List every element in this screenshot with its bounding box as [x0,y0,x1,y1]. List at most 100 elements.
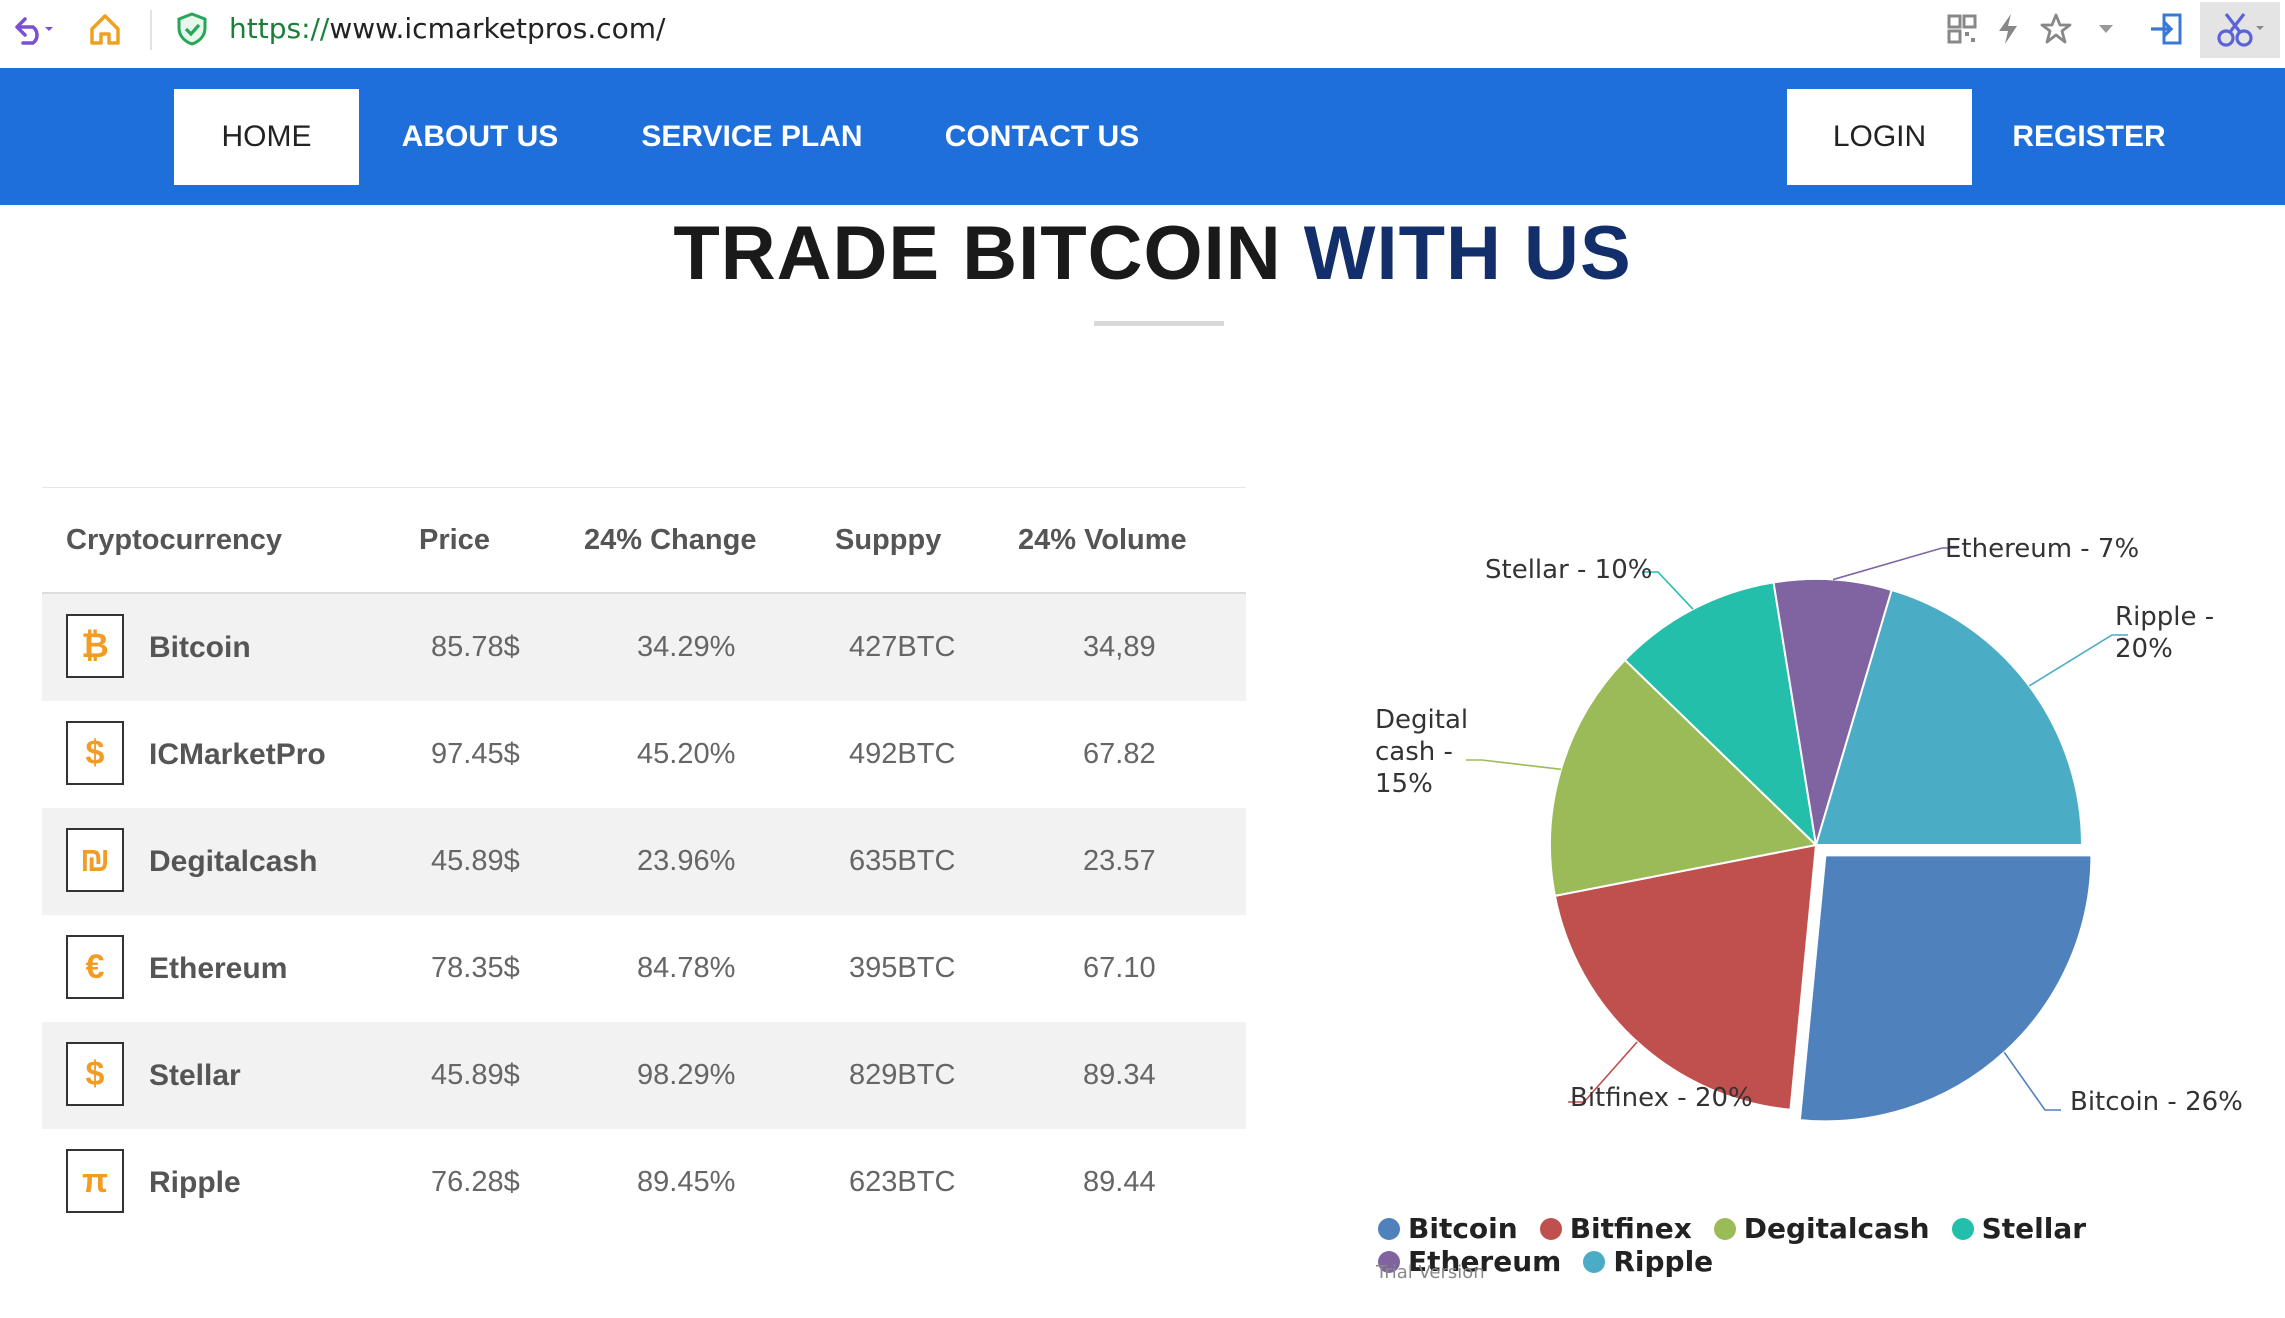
dropdown-arrow-icon[interactable] [2094,8,2118,50]
volume-cell: 89.44 [1083,1166,1156,1198]
leader-line-ripple [2028,634,2128,687]
price-cell: 76.28$ [431,1166,520,1198]
toolbar-divider [150,10,152,50]
legend-item-bitcoin[interactable]: Bitcoin [1378,1213,1518,1245]
url-scheme: https:// [229,12,330,45]
legend-swatch [1378,1251,1400,1273]
legend-label: Bitcoin [1408,1212,1518,1245]
coin-name: Stellar [149,1059,241,1092]
nav-about-us[interactable]: ABOUT US [401,120,559,153]
pie-slice-stellar[interactable] [1623,581,1818,848]
login-button[interactable]: LOGIN [1787,89,1972,185]
register-button[interactable]: REGISTER [2012,120,2166,153]
coin-name: ICMarketPro [149,738,326,771]
legend-label: Ethereum [1408,1245,1562,1278]
nav-contact-us[interactable]: CONTACT US [944,120,1140,153]
nav-service-plan[interactable]: SERVICE PLAN [641,120,863,153]
slice-label-ethereum: Ethereum - 7% [1945,534,2139,564]
home-icon[interactable] [84,8,126,50]
legend-swatch [1713,1218,1736,1240]
legend-label: Degitalcash [1743,1212,1930,1245]
table-row[interactable]: $ ICMarketPro 97.45$ 45.20% 492BTC 67.82 [42,701,1246,808]
table-row[interactable]: € Ethereum 78.35$ 84.78% 395BTC 67.10 [42,915,1246,1022]
header-volume: 24% Volume [1018,524,1187,556]
slice-label-ripple: Ripple -20% [2115,602,2214,664]
header-cryptocurrency: Cryptocurrency [66,524,282,556]
legend-swatch [1378,1218,1400,1240]
title-part-1: TRADE BITCOIN [673,211,1282,296]
legend-item-ripple[interactable]: Ripple [1583,1246,1713,1278]
legend-item-ethereum[interactable]: Ethereum [1378,1246,1561,1278]
leader-line-bitcoin [2003,1051,2061,1111]
coin-name: Ethereum [149,952,288,985]
change-cell: 34.29% [637,631,736,663]
page-title: TRADE BITCOIN WITH US [0,210,2285,297]
legend-item-degitalcash[interactable]: Degitalcash [1713,1212,1930,1245]
scissors-icon[interactable] [2200,2,2280,58]
url-domain: www.icmarketpros.com/ [329,12,666,45]
leader-line-bitfinex [1568,1041,1638,1103]
back-icon[interactable] [6,8,60,50]
change-cell: 98.29% [637,1059,736,1091]
slice-label-bitcoin: Bitcoin - 26% [2070,1087,2243,1117]
header-supply: Supppy [835,524,942,556]
slice-label-degitalcash: Degital cash -15% [1375,705,1468,799]
leader-line-degitalcash [1466,759,1562,771]
slice-label-stellar: Stellar - 10% [1485,555,1652,585]
price-cell: 97.45$ [431,738,520,770]
pie-slice-ethereum[interactable] [1772,578,1893,846]
price-cell: 78.35$ [431,952,520,984]
supply-cell: 492BTC [849,738,956,770]
change-cell: 23.96% [637,845,736,877]
volume-cell: 23.57 [1083,845,1156,877]
volume-cell: 34,89 [1083,631,1156,663]
change-cell: 45.20% [637,738,736,770]
slice-label-bitfinex: Bitfinex - 20% [1570,1083,1753,1113]
table-row[interactable]: $ Stellar 45.89$ 98.29% 829BTC 89.34 [42,1022,1246,1129]
volume-cell: 89.34 [1083,1059,1156,1091]
legend-item-stellar[interactable]: Stellar [1951,1212,2087,1245]
legend-label: Bitfinex [1569,1212,1692,1245]
table-row[interactable]: ₪ Degitalcash 45.89$ 23.96% 635BTC 23.57 [42,808,1246,915]
volume-cell: 67.82 [1083,738,1156,770]
nav-home[interactable]: HOME [174,89,359,185]
shekel-icon: ₪ [66,828,124,892]
pie-slice-bitcoin[interactable] [1798,854,2093,1123]
table-row[interactable]: ₿ Bitcoin 85.78$ 34.29% 427BTC 34,89 [42,594,1246,701]
table-header: Cryptocurrency Price 24% Change Supppy 2… [42,488,1246,594]
legend-label: Ripple [1613,1245,1714,1278]
header-change: 24% Change [584,524,757,556]
dollar-icon: $ [66,721,124,785]
legend-swatch [1951,1218,1974,1240]
legend-item-bitfinex[interactable]: Bitfinex [1539,1212,1692,1245]
qr-code-icon[interactable] [1944,8,1980,50]
secure-shield-icon[interactable] [172,8,212,50]
change-cell: 89.45% [637,1166,736,1198]
lightning-icon[interactable] [1990,8,2026,50]
supply-cell: 395BTC [849,952,956,984]
address-bar[interactable]: https://www.icmarketpros.com/ [229,8,665,50]
price-cell: 45.89$ [431,1059,520,1091]
sign-in-icon[interactable] [2146,8,2186,50]
pie-slice-degitalcash[interactable] [1549,658,1819,898]
euro-icon: € [66,935,124,999]
trial-watermark: Trial Version [1376,1262,1485,1283]
title-part-2: WITH US [1303,211,1632,296]
supply-cell: 427BTC [849,631,956,663]
leader-line-stellar [1642,571,1694,610]
pie-chart: Bitcoin - 26% Bitfinex - 20% Degital cash -… [1330,470,2285,1310]
title-underline [1094,321,1224,326]
legend-label: Stellar [1981,1212,2087,1245]
supply-cell: 623BTC [849,1166,956,1198]
header-price: Price [419,524,490,556]
legend-swatch [1539,1218,1562,1240]
pi-icon: π [66,1149,124,1213]
supply-cell: 829BTC [849,1059,956,1091]
table-row[interactable]: π Ripple 76.28$ 89.45% 623BTC 89.44 [42,1129,1246,1236]
bitcoin-icon: ₿ [66,614,124,678]
coin-name: Ripple [149,1166,241,1199]
chart-legend: Bitcoin Bitfinex Degitalcash Stellar Ethereu… [1378,1212,2258,1278]
price-cell: 85.78$ [431,631,520,663]
crypto-table: Cryptocurrency Price 24% Change Supppy 2… [42,487,1246,1236]
star-bookmark-icon[interactable] [2036,8,2076,50]
